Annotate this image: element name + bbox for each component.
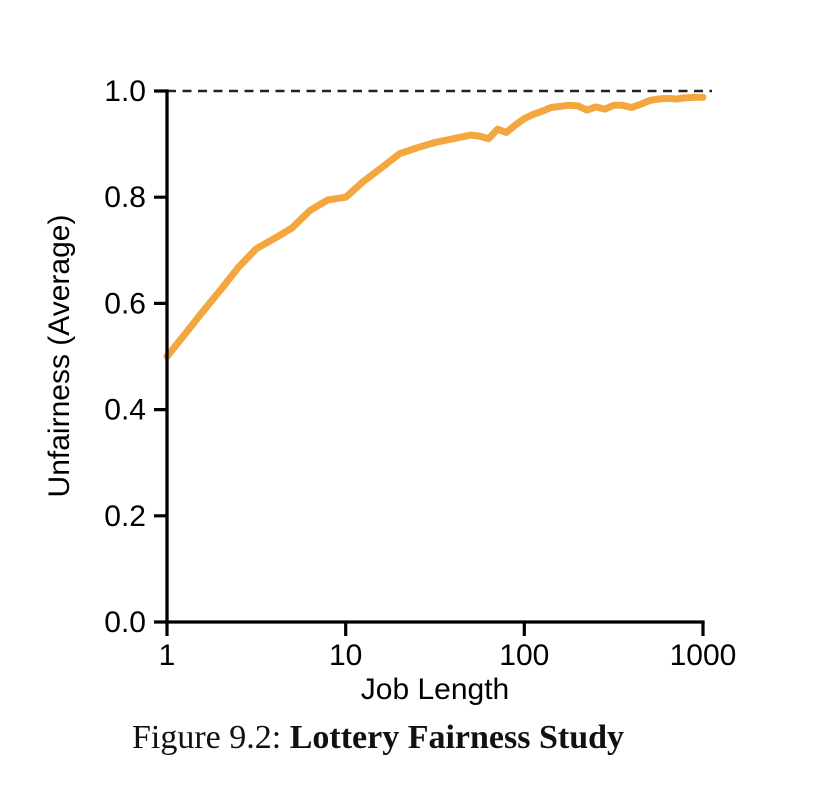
y-tick-label-0.4: 0.4 bbox=[104, 394, 146, 427]
figure-caption: Figure 9.2: Lottery Fairness Study bbox=[132, 719, 624, 757]
x-axis-title: Job Length bbox=[360, 673, 510, 706]
x-tick-label-1: 1 bbox=[159, 639, 176, 672]
x-tick-label-100: 100 bbox=[499, 639, 549, 672]
y-tick-label-1.0: 1.0 bbox=[104, 75, 146, 108]
y-axis-title: Unfairness (Average) bbox=[43, 214, 76, 498]
tick-marks bbox=[154, 89, 705, 636]
y-tick-label-0.0: 0.0 bbox=[104, 606, 146, 639]
y-tick-label-0.8: 0.8 bbox=[104, 181, 146, 214]
y-tick-label-0.2: 0.2 bbox=[104, 500, 146, 533]
figure-caption-prefix: Figure 9.2: bbox=[131, 719, 290, 756]
x-tick-label-1000: 1000 bbox=[670, 639, 737, 672]
figure-caption-title: Lottery Fairness Study bbox=[289, 719, 625, 756]
axis-lines bbox=[165, 89, 705, 624]
unfairness-curve bbox=[163, 93, 707, 360]
x-tick-label-10: 10 bbox=[329, 639, 362, 672]
y-tick-label-0.6: 0.6 bbox=[104, 287, 146, 320]
